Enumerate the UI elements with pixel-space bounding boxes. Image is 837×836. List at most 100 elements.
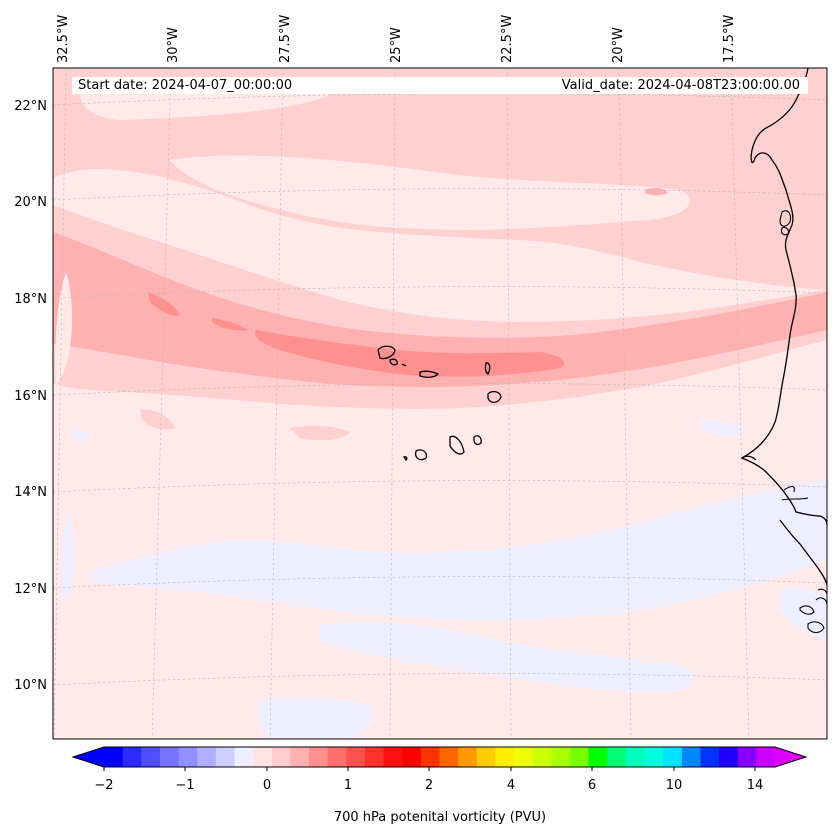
- pv-field: [53, 68, 827, 739]
- colorbar-cells: [104, 747, 776, 767]
- field-patch-north-pale-2: [170, 155, 690, 230]
- lon-label: 17.5°W: [722, 15, 737, 63]
- colorbar-tick-label: 2: [425, 778, 433, 793]
- colorbar-tick-label: 14: [747, 778, 764, 793]
- colorbar-cell: [625, 747, 645, 767]
- colorbar-title: 700 hPa potenital vorticity (PVU): [334, 810, 546, 825]
- valid-date-label: Valid_date: 2024-04-08T23:00:00.00: [561, 77, 800, 94]
- colorbar-cell: [439, 747, 459, 767]
- field-negative-south-2: [320, 622, 695, 693]
- colorbar-cell: [346, 747, 366, 767]
- africa-coastline: [740, 68, 827, 526]
- colorbar-cell: [383, 747, 403, 767]
- lat-label: 14°N: [14, 485, 47, 500]
- colorbar-tick-label: −1: [175, 778, 194, 793]
- colorbar-over-arrow: [775, 747, 806, 767]
- gridlines: [53, 68, 827, 739]
- field-patch-north-pale: [79, 86, 330, 120]
- colorbar-cell: [402, 747, 422, 767]
- field-negative-south: [90, 480, 827, 621]
- start-date-label: Start date: 2024-04-07_00:00:00: [78, 77, 293, 94]
- lat-label: 22°N: [14, 99, 47, 114]
- lon-label: 25°W: [389, 27, 404, 63]
- lat-label: 10°N: [14, 678, 47, 693]
- colorbar-tick-label: 4: [507, 778, 515, 793]
- lon-label: 30°W: [166, 27, 181, 63]
- island-sao-nicolau: [419, 370, 440, 378]
- field-negative-bottom: [257, 697, 374, 739]
- field-band-strong: [53, 232, 827, 387]
- colorbar-cell: [495, 747, 515, 767]
- field-patch-15n: [290, 425, 350, 440]
- island-boa-vista: [487, 390, 502, 404]
- colorbar-cell: [364, 747, 384, 767]
- gambia-estuary: [781, 485, 809, 501]
- colorbar-cell: [290, 747, 310, 767]
- field-negative-small-3: [700, 419, 745, 436]
- colorbar-tick-label: −2: [94, 778, 113, 793]
- island-santiago: [449, 435, 465, 455]
- lon-label: 32.5°W: [56, 15, 71, 63]
- field-patch-north-small: [645, 187, 668, 196]
- colorbar-cell: [756, 747, 776, 767]
- colorbar-cell: [197, 747, 217, 767]
- lon-label: 27.5°W: [278, 15, 293, 63]
- colorbar-cell: [271, 747, 291, 767]
- colorbar-cell: [644, 747, 664, 767]
- colorbar-cell: [141, 747, 161, 767]
- map-frame: [52, 67, 828, 740]
- colorbar-cell: [122, 747, 142, 767]
- field-core-patch-1: [148, 292, 180, 316]
- field-negative-west: [61, 510, 75, 600]
- field-negative-small-2: [780, 587, 827, 640]
- island-sal: [484, 362, 491, 375]
- colorbar-cell: [737, 747, 757, 767]
- colorbar-cell: [700, 747, 720, 767]
- colorbar-cell: [663, 747, 683, 767]
- colorbar: −2 −1 0 1 2 4 6 10 14 700 hPa potenital …: [71, 746, 808, 825]
- lat-label: 20°N: [14, 195, 47, 210]
- colorbar-cell: [458, 747, 478, 767]
- colorbar-under-arrow: [73, 747, 104, 767]
- colorbar-cell: [551, 747, 571, 767]
- colorbar-cell: [327, 747, 347, 767]
- dakar-peninsula: [741, 455, 757, 461]
- colorbar-tick-label: 10: [666, 778, 683, 793]
- colorbar-tick-label: 0: [263, 778, 271, 793]
- colorbar-cell: [588, 747, 608, 767]
- island-fogo: [414, 449, 428, 461]
- lon-axis-labels: 32.5°W 30°W 27.5°W 25°W 22.5°W 20°W 17.5…: [56, 15, 737, 63]
- field-negative-small-1: [72, 429, 88, 443]
- lon-label: 20°W: [611, 27, 626, 63]
- island-brava: [403, 456, 408, 462]
- cape-verde-islands: [377, 345, 502, 462]
- lat-axis-labels: 22°N 20°N 18°N 16°N 14°N 12°N 10°N: [14, 99, 47, 693]
- island-maio: [473, 435, 482, 446]
- colorbar-cell: [532, 747, 552, 767]
- colorbar-cell: [178, 747, 198, 767]
- field-patch-west: [55, 272, 73, 385]
- colorbar-cell: [234, 747, 254, 767]
- colorbar-cell: [569, 747, 590, 767]
- colorbar-cell: [607, 747, 627, 767]
- colorbar-ticks: [103, 767, 756, 771]
- colorbar-cell: [719, 747, 739, 767]
- field-core-patch-2: [212, 318, 248, 331]
- bijagos-islands: [799, 588, 827, 634]
- banc-arguin: [779, 210, 792, 236]
- colorbar-cell: [159, 747, 179, 767]
- field-patch-15n-2: [140, 409, 175, 430]
- colorbar-tick-labels: −2 −1 0 1 2 4 6 10 14: [94, 778, 763, 793]
- island-santo-antao: [377, 345, 396, 360]
- colorbar-tick-label: 1: [344, 778, 352, 793]
- field-band-core: [255, 330, 564, 377]
- colorbar-cell: [476, 747, 496, 767]
- island-santa-luzia: [401, 363, 407, 367]
- lon-label: 22.5°W: [500, 15, 515, 63]
- africa-coastline-south: [779, 519, 827, 586]
- colorbar-cell: [309, 747, 329, 767]
- island-sao-vicente: [389, 358, 398, 366]
- colorbar-cell: [681, 747, 701, 767]
- colorbar-cell: [215, 747, 235, 767]
